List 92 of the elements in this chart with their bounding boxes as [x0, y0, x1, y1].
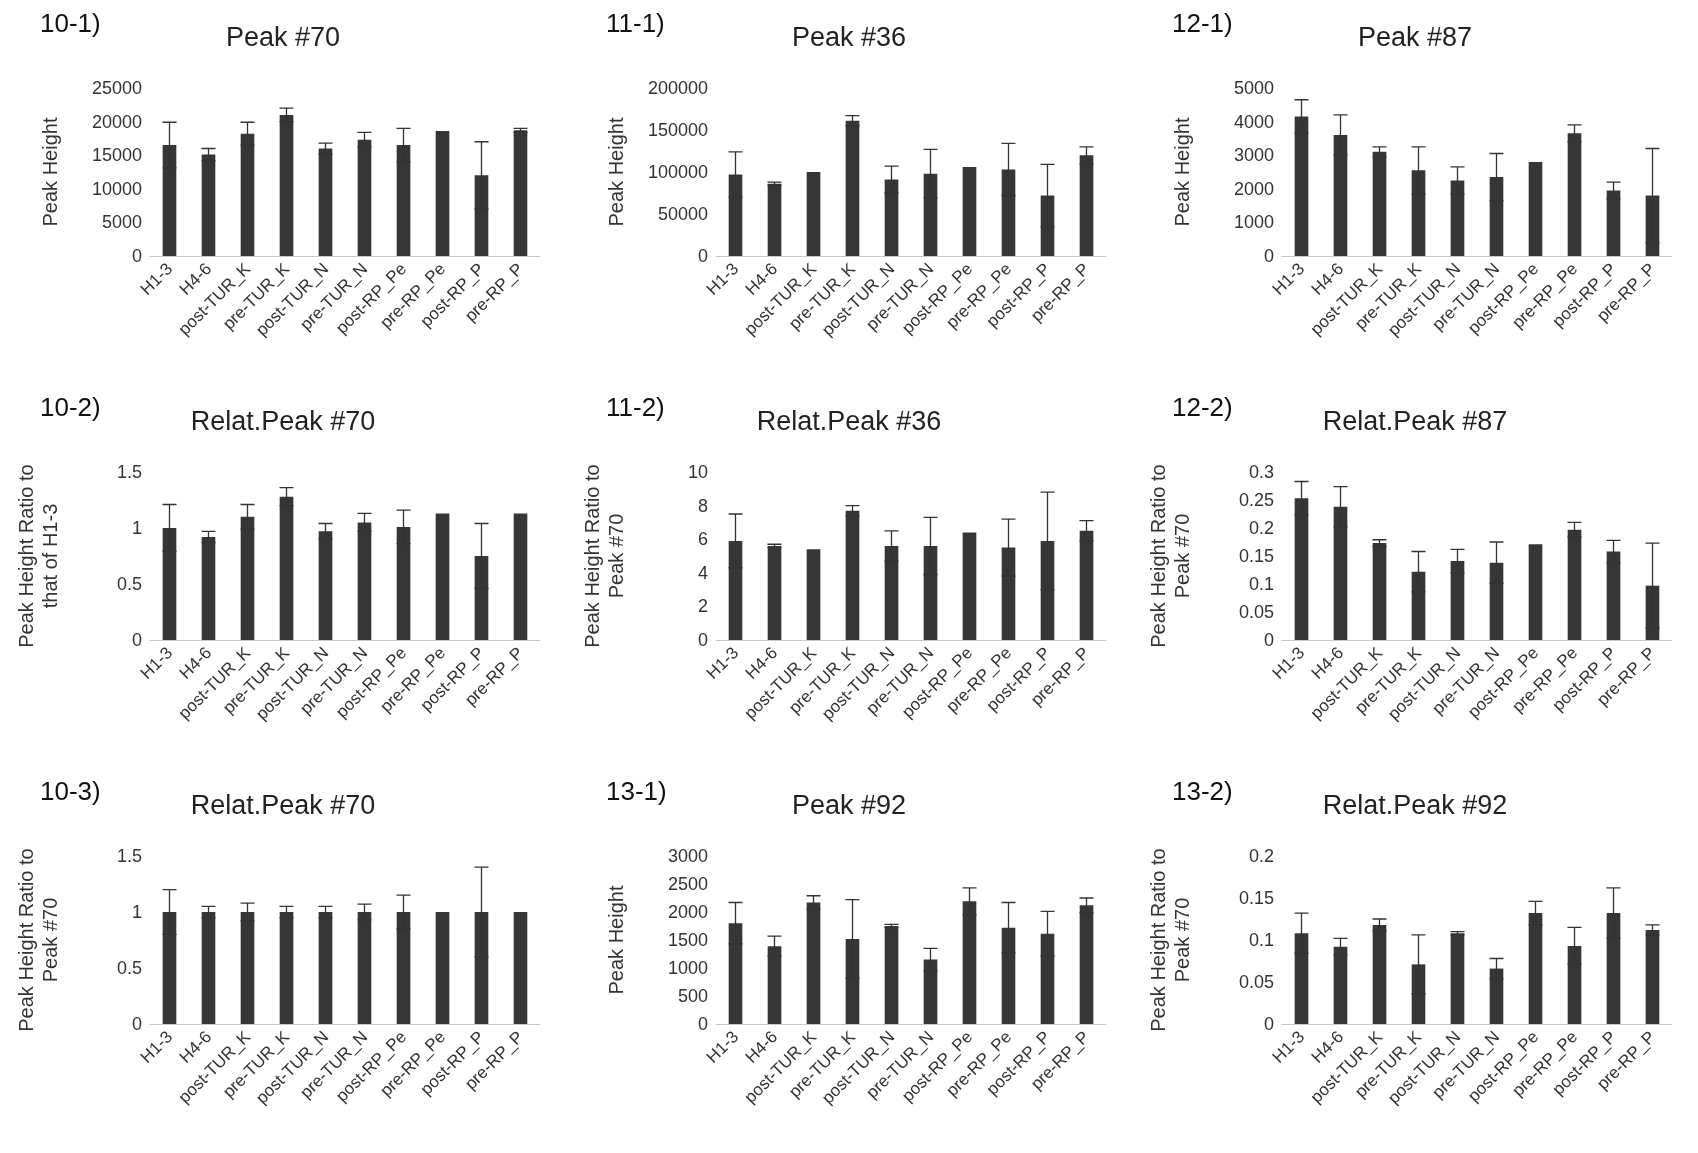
y-tick-label: 0.05 [1238, 972, 1274, 992]
y-tick-label: 0.2 [1248, 518, 1274, 538]
y-tick-label: 150000 [647, 120, 708, 140]
y-tick-label: 5000 [101, 212, 142, 233]
bar [435, 131, 450, 256]
text: 10-3) [40, 776, 101, 806]
text: 11-2) [606, 392, 665, 422]
y-tick-label: 4 [697, 562, 708, 583]
y-tick-label: 200000 [647, 78, 708, 98]
text: 13-1) [606, 776, 667, 806]
y-tick-label: 1.5 [116, 846, 142, 866]
chart-title: Peak #92 [791, 789, 907, 820]
y-tick-label: 1000 [1233, 212, 1274, 233]
y-tick-label: 0.15 [1238, 546, 1274, 566]
y-tick-label: 0.1 [1248, 930, 1274, 950]
text: 12-1) [1172, 8, 1233, 38]
y-tick-label: 50000 [657, 204, 708, 224]
bar [884, 926, 899, 1024]
bar [962, 532, 977, 640]
y-axis-title: Peak Height Ratio to Peak #70 [1147, 848, 1193, 1032]
chart-title: Peak #87 [1357, 21, 1473, 52]
bar [767, 545, 782, 640]
y-tick-label: 0 [131, 246, 142, 266]
y-tick-label: 2000 [667, 902, 708, 922]
y-tick-label: 15000 [91, 145, 142, 166]
y-tick-label: 0 [1263, 1014, 1274, 1034]
y-tick-label: 1.5 [116, 462, 142, 482]
chart-title: Relat.Peak #36 [756, 405, 942, 436]
y-tick-label: 20000 [91, 111, 142, 132]
y-tick-label: 25000 [91, 78, 142, 98]
y-axis-title: Peak Height Ratio to that of H1-3 [15, 464, 61, 648]
y-tick-label: 10 [687, 462, 708, 482]
chart-title: Relat.Peak #87 [1322, 405, 1508, 436]
y-tick-label: 10000 [91, 178, 142, 199]
bar [513, 130, 528, 256]
y-tick-label: 2500 [667, 874, 708, 894]
y-tick-label: 4000 [1233, 111, 1274, 132]
text: 12-2) [1172, 392, 1233, 422]
y-axis-title: Peak Height Ratio to Peak #70 [581, 464, 627, 648]
y-tick-label: 0.25 [1238, 490, 1274, 510]
y-tick-label: 3000 [667, 846, 708, 866]
y-tick-label: 1 [131, 518, 142, 538]
y-axis-title: Peak Height Ratio to Peak #70 [1147, 464, 1193, 648]
y-axis-title: Peak Height [605, 117, 627, 227]
y-axis-title: Peak Height [39, 117, 61, 227]
text: 11-1) [606, 8, 665, 38]
y-tick-label: 0.2 [1248, 846, 1274, 866]
bar [806, 172, 821, 256]
bar [806, 549, 821, 640]
y-tick-label: 0.3 [1248, 462, 1274, 482]
bar [435, 513, 450, 640]
y-tick-label: 0 [1263, 630, 1274, 650]
text: 10-2) [40, 392, 101, 422]
y-tick-label: 1500 [667, 930, 708, 950]
y-tick-label: 0.05 [1238, 602, 1274, 622]
y-tick-label: 0.5 [116, 958, 142, 978]
chart-title: Relat.Peak #92 [1322, 789, 1508, 820]
y-tick-label: 0.5 [116, 574, 142, 594]
y-tick-label: 0.1 [1248, 574, 1274, 594]
y-tick-label: 0 [697, 630, 708, 650]
text: 13-2) [1172, 776, 1233, 806]
y-tick-label: 0 [131, 1014, 142, 1034]
y-axis-title: Peak Height Ratio to Peak #70 [15, 848, 61, 1032]
y-tick-label: 1000 [667, 958, 708, 978]
y-tick-label: 500 [677, 986, 708, 1006]
y-tick-label: 3000 [1233, 145, 1274, 166]
y-tick-label: 0 [697, 246, 708, 266]
y-tick-label: 0 [697, 1014, 708, 1034]
y-tick-label: 0 [131, 630, 142, 650]
chart-title: Peak #36 [791, 21, 907, 52]
chart-title: Relat.Peak #70 [190, 405, 376, 436]
y-tick-label: 6 [697, 529, 708, 550]
text: 10-1) [40, 8, 101, 38]
chart-title: Relat.Peak #70 [190, 789, 376, 820]
bar [1372, 543, 1387, 640]
bar [1450, 933, 1465, 1024]
y-tick-label: 0 [1263, 246, 1274, 266]
bar [767, 183, 782, 256]
y-tick-label: 100000 [647, 162, 708, 182]
chart-title: Peak #70 [225, 21, 341, 52]
y-tick-label: 8 [697, 495, 708, 516]
bar [1528, 161, 1543, 256]
y-tick-label: 2000 [1233, 178, 1274, 199]
y-tick-label: 2 [697, 596, 708, 617]
y-tick-label: 1 [131, 902, 142, 922]
bar [1528, 544, 1543, 640]
y-axis-title: Peak Height [605, 885, 627, 995]
y-tick-label: 5000 [1233, 78, 1274, 98]
y-axis-title: Peak Height [1171, 117, 1193, 227]
bar [962, 166, 977, 256]
y-tick-label: 0.15 [1238, 888, 1274, 908]
bar [513, 513, 528, 640]
